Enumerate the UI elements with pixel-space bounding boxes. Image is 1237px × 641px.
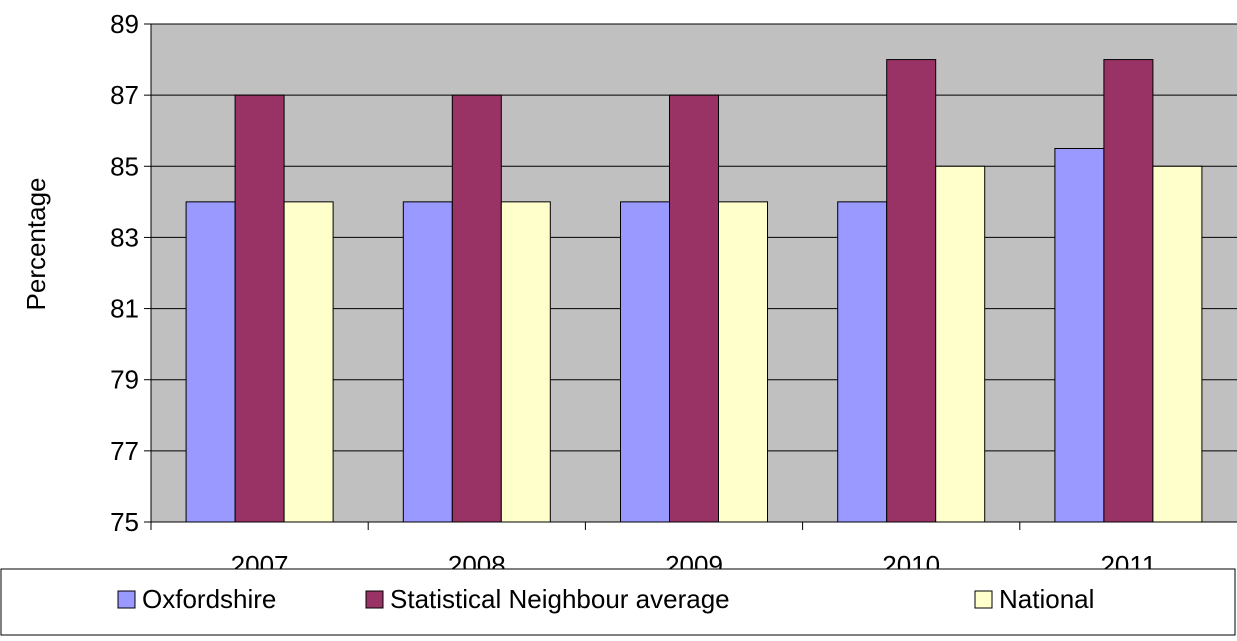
y-tick-label: 77 — [110, 436, 139, 466]
bar — [620, 201, 670, 523]
bar — [935, 165, 986, 523]
bar — [185, 201, 236, 523]
bar — [669, 94, 719, 523]
y-tick-label: 79 — [110, 365, 139, 395]
bar — [234, 94, 285, 523]
y-tick-label: 75 — [110, 507, 139, 537]
legend-label: Statistical Neighbour average — [390, 584, 730, 614]
bar — [451, 94, 502, 523]
y-tick-label: 85 — [110, 151, 139, 181]
bar — [500, 201, 551, 523]
bar — [402, 201, 453, 523]
bars — [185, 59, 1203, 523]
bar — [718, 201, 768, 523]
bar — [283, 201, 334, 523]
bar — [837, 201, 888, 523]
y-tick-label: 87 — [110, 80, 139, 110]
legend-box — [0, 568, 1236, 636]
bar — [1054, 148, 1105, 523]
legend-swatch — [365, 590, 384, 609]
legend-label: Oxfordshire — [142, 584, 276, 614]
y-tick-label: 89 — [110, 9, 139, 39]
bar — [886, 59, 937, 523]
bar — [1103, 59, 1154, 523]
legend-label: National — [999, 584, 1094, 614]
y-tick-labels: 75 77 79 81 83 85 87 89 — [110, 9, 139, 537]
y-axis-label: Percentage — [21, 178, 51, 311]
axes — [144, 23, 1237, 530]
y-tick-label: 81 — [110, 294, 139, 324]
legend-swatch — [974, 590, 993, 609]
legend-swatch — [117, 590, 136, 609]
legend: Oxfordshire Statistical Neighbour average… — [117, 584, 1094, 614]
bar — [1152, 165, 1203, 523]
y-tick-label: 83 — [110, 222, 139, 252]
